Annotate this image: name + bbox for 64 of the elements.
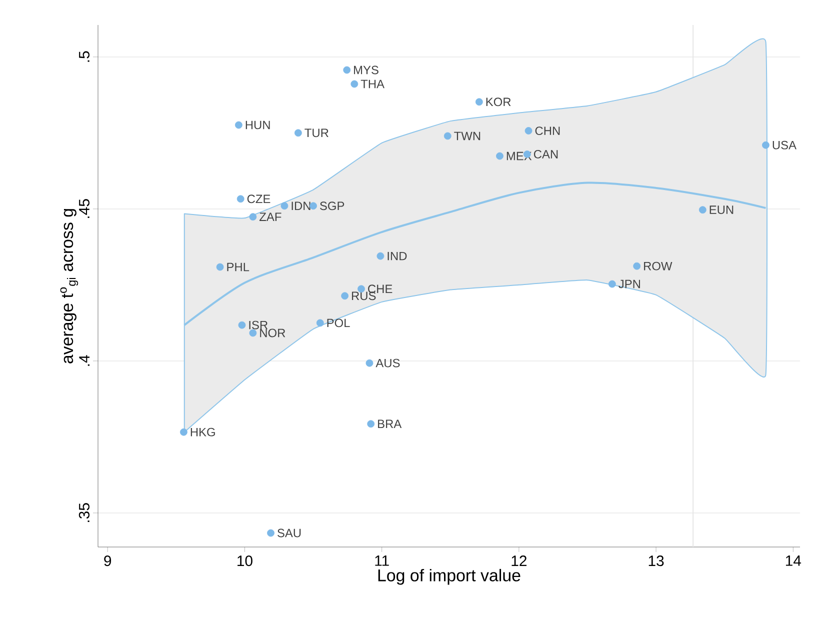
- point: [238, 321, 246, 329]
- annotation: THA: [360, 80, 384, 88]
- annotation: PHL: [227, 262, 250, 272]
- x-axis-title: Log of import value: [378, 568, 520, 585]
- point: [341, 292, 348, 300]
- annotation: SAU: [278, 528, 301, 538]
- y-tick-label: .4: [79, 355, 90, 366]
- annotation: TUR: [304, 128, 328, 138]
- annotation: HUN: [246, 120, 270, 130]
- annotation: RUS: [352, 292, 376, 300]
- annotation: EUN: [710, 206, 734, 214]
- annotation: CAN: [534, 150, 558, 158]
- annotation: CHN: [535, 126, 560, 136]
- x-tick-label: 10: [238, 556, 252, 566]
- point: [608, 280, 616, 288]
- point: [366, 359, 374, 367]
- point: [216, 263, 224, 271]
- point: [249, 329, 257, 337]
- annotation: SGP: [320, 202, 344, 210]
- point: [316, 319, 324, 327]
- annotation: ISR: [249, 320, 268, 330]
- annotation: CHE: [368, 284, 392, 294]
- annotation: ROW: [644, 262, 672, 270]
- x-tick-label: 13: [648, 556, 664, 566]
- y-tick-label: .5: [79, 51, 90, 62]
- y-tick-label: .45: [79, 199, 90, 218]
- annotation: KOR: [486, 98, 511, 106]
- annotation: CZE: [247, 194, 270, 204]
- point: [698, 206, 706, 214]
- annotation: IND: [388, 252, 407, 260]
- annotation: JPN: [618, 280, 640, 288]
- annotation: AUS: [376, 358, 400, 368]
- x-tick-label: 14: [786, 556, 802, 566]
- annotation: IDN: [292, 202, 310, 210]
- point: [496, 152, 504, 160]
- x-tick-label: 9: [104, 556, 112, 566]
- point: [234, 121, 242, 129]
- point: [524, 127, 532, 134]
- point: [762, 141, 770, 149]
- point: [633, 262, 641, 270]
- annotation: MYS: [354, 66, 378, 74]
- y-tick-label: .35: [78, 503, 90, 522]
- annotation: TWN: [454, 132, 480, 140]
- point: [343, 66, 351, 74]
- point: [267, 529, 274, 537]
- annotation: USA: [772, 140, 796, 150]
- x-tick-label: 12: [512, 556, 526, 566]
- annotation: HKG: [190, 428, 215, 436]
- point: [376, 252, 384, 260]
- point: [367, 420, 375, 428]
- point: [280, 202, 288, 210]
- annotation: NOR: [260, 328, 286, 338]
- annotation: POL: [327, 318, 350, 328]
- annotation: ZAF: [260, 212, 282, 221]
- point: [444, 132, 452, 140]
- point: [294, 129, 302, 137]
- point: [180, 428, 188, 436]
- x-tick-label: 11: [375, 556, 389, 566]
- point: [249, 213, 257, 221]
- y-axis-title: average t$^{o}$$_{gi}$ across g: [60, 209, 78, 364]
- point: [475, 98, 483, 106]
- point: [236, 195, 244, 203]
- point: [350, 80, 358, 88]
- annotation: BRA: [378, 420, 402, 428]
